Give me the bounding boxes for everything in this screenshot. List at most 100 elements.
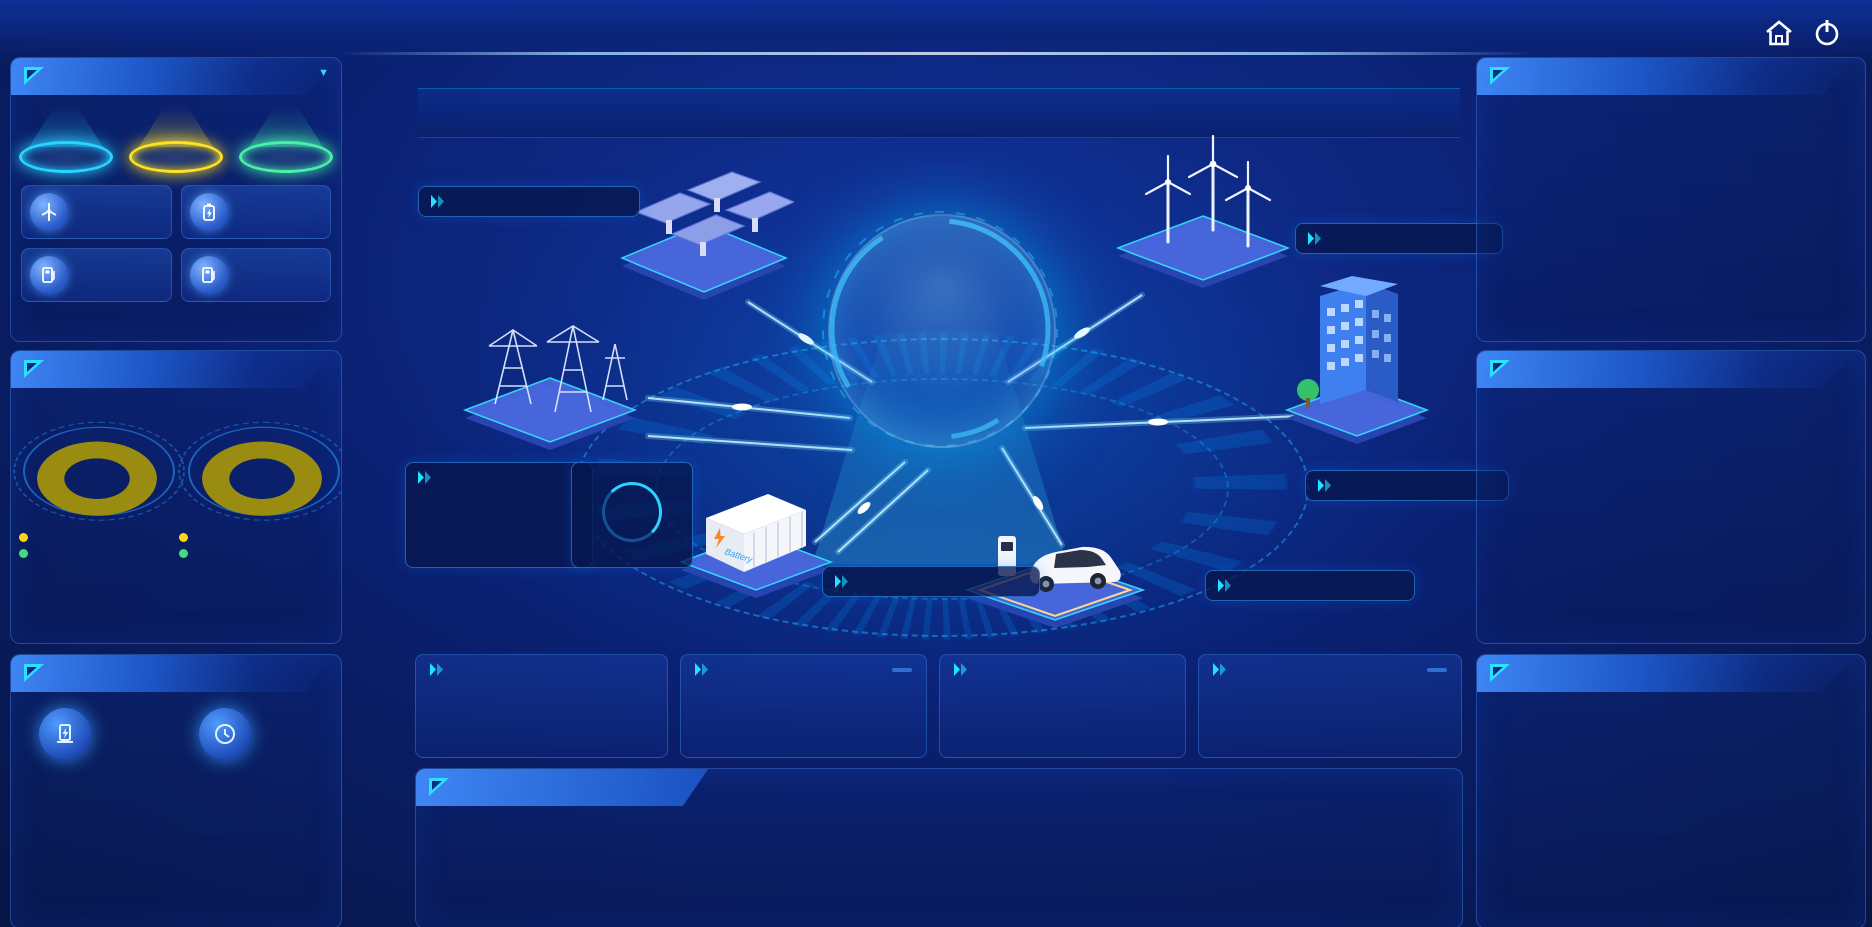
infobox-charger-title xyxy=(1218,579,1402,592)
donut-legends xyxy=(19,530,333,560)
infobox-grid xyxy=(405,462,593,568)
box-title xyxy=(430,663,653,676)
ac-charger-icon xyxy=(189,256,228,294)
panel-benefit-header xyxy=(11,655,335,692)
more-button[interactable] xyxy=(1427,667,1447,672)
infobox-pv-title xyxy=(431,195,627,208)
light-cone xyxy=(249,107,323,147)
hours-icon xyxy=(199,708,251,760)
panel-energy-ranking xyxy=(1476,654,1866,927)
power-chart xyxy=(1481,122,1861,334)
infobox-grid-title xyxy=(418,471,580,484)
infobox-charger xyxy=(1205,570,1415,601)
kpi-bar xyxy=(418,88,1460,138)
panel-power-header xyxy=(1477,58,1858,95)
pedestal-voltage xyxy=(16,105,116,173)
card-wind-capacity xyxy=(21,185,172,239)
more-button[interactable] xyxy=(892,667,912,672)
wind-icon xyxy=(30,193,68,231)
panel-usage-analysis xyxy=(10,350,342,644)
double-chevron-icon xyxy=(954,663,967,676)
light-cone xyxy=(139,107,213,147)
light-cone xyxy=(29,107,103,147)
double-chevron-icon xyxy=(418,471,431,484)
donut-month xyxy=(12,416,185,521)
company-dropdown[interactable]: ▼ xyxy=(312,67,329,79)
panel-demand-header xyxy=(416,769,709,806)
infobox-load-title xyxy=(1318,479,1496,492)
legend-green-month xyxy=(19,546,173,560)
panel-corner-icon xyxy=(1490,664,1510,682)
pedestal-pv xyxy=(236,105,336,173)
top-bar xyxy=(0,0,1872,64)
box-title xyxy=(954,663,1171,676)
panel-corner-icon xyxy=(24,67,44,85)
legend-green-year xyxy=(179,546,333,560)
panel-social-benefit xyxy=(10,654,342,927)
home-icon[interactable] xyxy=(1762,16,1796,50)
panel-ranking-header xyxy=(1477,655,1858,692)
infobox-wind xyxy=(1295,223,1503,254)
box-title xyxy=(1213,663,1447,676)
pv-node-icon[interactable] xyxy=(614,160,794,300)
panel-project-info: ▼ xyxy=(10,57,342,342)
panel-cost-compare xyxy=(1476,350,1866,644)
glow-disc xyxy=(19,141,113,173)
card-dc-charger xyxy=(21,248,172,302)
center-orb xyxy=(828,214,1056,448)
benefit-content xyxy=(11,692,341,927)
capacity-cards xyxy=(21,185,331,302)
panel-corner-icon xyxy=(429,778,449,796)
double-chevron-icon xyxy=(1308,232,1321,245)
infobox-load xyxy=(1305,470,1509,501)
panel-cost-header xyxy=(1477,351,1858,388)
infobox-pv xyxy=(418,186,640,217)
box-renewable-consumption xyxy=(939,654,1186,758)
panel-power-curve xyxy=(1476,57,1866,342)
panel-corner-icon xyxy=(24,664,44,682)
double-chevron-icon xyxy=(431,195,444,208)
pedestal-row xyxy=(11,105,341,173)
green-dot xyxy=(19,548,28,558)
ranking-table-header xyxy=(1487,711,1855,719)
box-demand-management xyxy=(680,654,927,758)
glow-disc xyxy=(129,141,223,173)
panel-project-header xyxy=(11,58,335,95)
donut-charts xyxy=(11,416,341,521)
infobox-transformer xyxy=(571,462,693,568)
double-chevron-icon xyxy=(1218,579,1231,592)
double-chevron-icon xyxy=(835,575,848,588)
power-icon[interactable] xyxy=(1810,16,1844,50)
box-peak-valley-arbitrage xyxy=(415,654,668,758)
cost-chart xyxy=(1481,417,1861,635)
yellow-dot xyxy=(179,532,188,542)
donut-year xyxy=(177,416,341,521)
infobox-storage xyxy=(822,566,1040,597)
battery-icon xyxy=(189,193,228,231)
panel-usage-header xyxy=(11,351,335,388)
dc-charger-icon xyxy=(30,256,68,294)
glow-disc xyxy=(239,141,333,173)
double-chevron-icon xyxy=(430,663,443,676)
card-storage-capacity xyxy=(180,185,331,239)
infobox-storage-title xyxy=(835,575,1027,588)
double-chevron-icon xyxy=(1318,479,1331,492)
demand-chart xyxy=(424,825,1454,925)
double-chevron-icon xyxy=(1213,663,1226,676)
panel-corner-icon xyxy=(1490,360,1510,378)
infobox-wind-title xyxy=(1308,232,1490,245)
box-cost-comparison xyxy=(1198,654,1462,758)
page-title xyxy=(0,12,1872,48)
wind-node-icon[interactable] xyxy=(1108,130,1298,290)
box-title xyxy=(695,663,912,676)
card-ac-charger xyxy=(180,248,331,302)
double-chevron-icon xyxy=(695,663,708,676)
pedestal-transformer xyxy=(126,105,226,173)
legend-grid-year xyxy=(179,530,333,544)
chevron-down-icon: ▼ xyxy=(318,67,329,79)
generation-icon xyxy=(39,708,91,760)
green-dot xyxy=(179,548,188,558)
transformer-load-gauge xyxy=(602,482,662,542)
panel-corner-icon xyxy=(24,360,44,378)
